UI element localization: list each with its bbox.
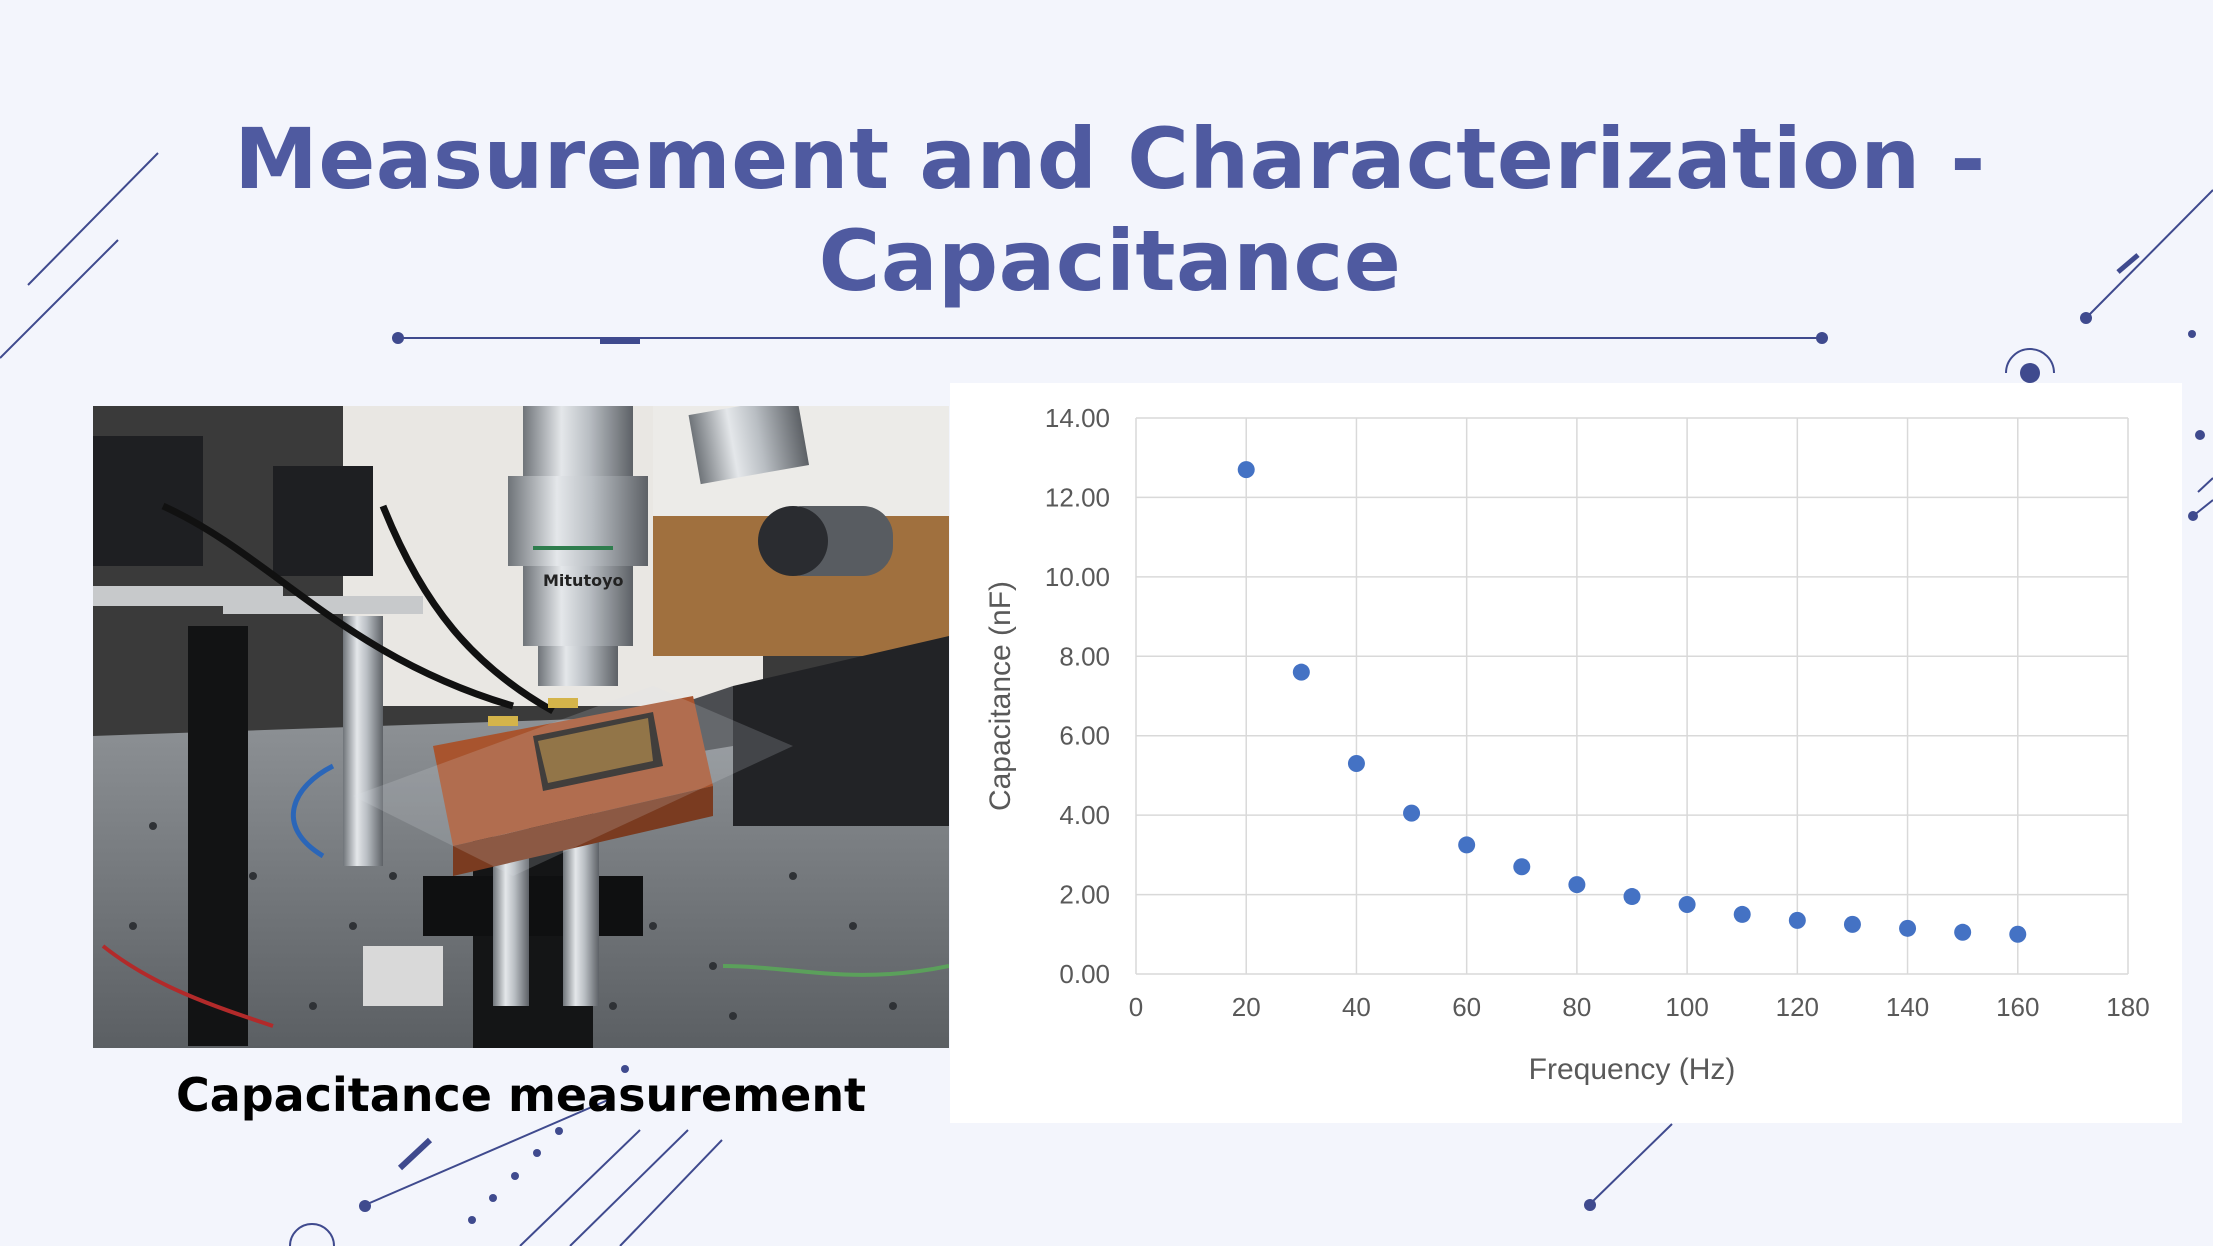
measurement-setup-photo: Mitutoyo <box>93 406 949 1048</box>
y-tick-label: 12.00 <box>1045 482 1110 512</box>
y-tick-label: 0.00 <box>1059 959 1110 989</box>
y-tick-label: 14.00 <box>1045 403 1110 433</box>
data-point <box>1568 876 1586 894</box>
x-tick-label: 140 <box>1886 992 1929 1022</box>
y-axis-title: Capacitance (nF) <box>984 581 1017 811</box>
data-point <box>1347 755 1365 773</box>
data-points <box>1237 461 2027 943</box>
x-tick-label: 100 <box>1665 992 1708 1022</box>
x-tick-label: 0 <box>1129 992 1143 1022</box>
title-underline <box>392 332 1828 344</box>
x-tick-label: 160 <box>1996 992 2039 1022</box>
x-tick-label: 60 <box>1452 992 1481 1022</box>
y-tick-label: 10.00 <box>1045 562 1110 592</box>
photo-caption: Capacitance measurement <box>175 1068 867 1122</box>
x-tick-label: 120 <box>1776 992 1819 1022</box>
data-point <box>1788 911 1806 929</box>
y-tick-label: 4.00 <box>1059 800 1110 830</box>
data-point <box>1513 858 1531 876</box>
x-tick-label: 20 <box>1232 992 1261 1022</box>
data-point <box>2009 925 2027 943</box>
x-tick-label: 180 <box>2106 992 2149 1022</box>
x-axis-title: Frequency (Hz) <box>1529 1053 1736 1086</box>
slide-title: Measurement and Characterization - Capac… <box>200 108 2020 312</box>
y-tick-label: 6.00 <box>1059 721 1110 751</box>
y-tick-label: 8.00 <box>1059 641 1110 671</box>
x-tick-label: 40 <box>1342 992 1371 1022</box>
x-tick-label: 80 <box>1562 992 1591 1022</box>
title-line-1: Measurement and Characterization - <box>234 110 1986 208</box>
capacitance-chart: 0.00 2.00 4.00 6.00 8.00 10.00 12.00 14.00 0 20 4… <box>950 383 2182 1123</box>
data-point <box>1292 663 1310 681</box>
data-point <box>1954 923 1972 941</box>
objective-brand-label: Mitutoyo <box>543 571 624 590</box>
data-point <box>1678 896 1696 913</box>
y-axis-ticks: 0.00 2.00 4.00 6.00 8.00 10.00 12.00 14.00 <box>1045 403 1110 989</box>
data-point <box>1458 836 1476 854</box>
data-point <box>1733 905 1751 923</box>
data-point <box>1237 461 1255 479</box>
data-point <box>1899 919 1917 937</box>
data-point <box>1623 888 1641 906</box>
data-point <box>1403 804 1421 822</box>
data-point <box>1843 915 1861 933</box>
chart-svg: 0.00 2.00 4.00 6.00 8.00 10.00 12.00 14.00 0 20 4… <box>984 403 2150 1086</box>
x-axis-ticks: 0 20 40 60 80 100 120 140 160 180 <box>1129 992 2150 1022</box>
title-line-2: Capacitance <box>818 212 1402 310</box>
y-tick-label: 2.00 <box>1059 880 1110 910</box>
